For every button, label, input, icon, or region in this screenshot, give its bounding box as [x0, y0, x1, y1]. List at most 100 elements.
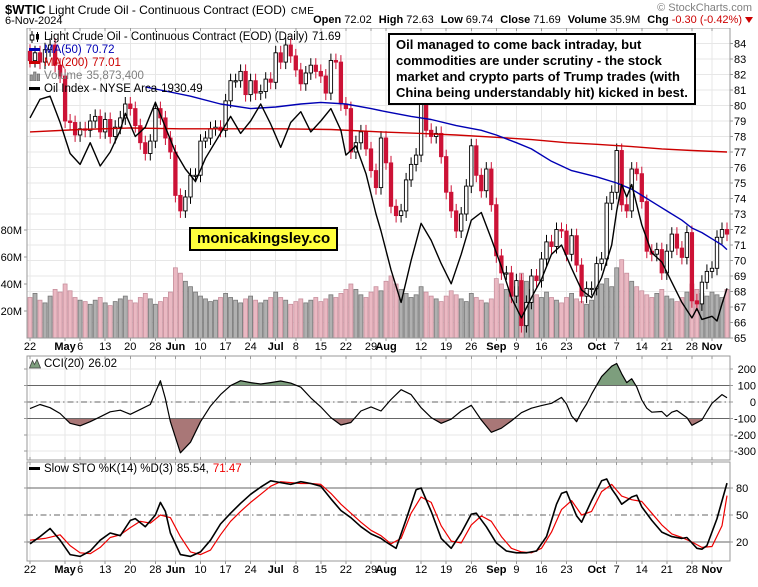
date-axis-label: 19 — [440, 341, 452, 353]
sto-percent-d-line — [29, 481, 728, 556]
legend-row-sto: Slow STO %K(14) %D(3) 85.54, 71.47 — [29, 462, 242, 475]
price-axis-label: 67 — [734, 302, 746, 314]
legend-cci-value: 26.02 — [88, 357, 118, 370]
cci-legend: CCI(20) 26.02 — [29, 357, 117, 370]
date-axis-label: 15 — [315, 564, 327, 576]
candlestick-icon — [29, 30, 42, 43]
date-axis-label: 9 — [513, 564, 519, 576]
price-axis-label: 65 — [734, 333, 746, 345]
date-axis-label: Jun — [166, 341, 186, 353]
legend-row-oil-index: Oil Index - NYSE Arca 1930.49 — [29, 82, 341, 95]
legend-row-ma50: MA(50) 70.72 — [29, 43, 341, 56]
high-label: High — [378, 14, 404, 26]
price-axis-label: 82 — [734, 70, 746, 82]
volume-label: Volume — [567, 14, 607, 26]
volume-axis-label: 20M — [1, 306, 22, 318]
date-axis-label: 24 — [245, 341, 257, 353]
ticker-symbol: $WTIC — [5, 2, 46, 17]
price-axis-label: 80 — [734, 101, 746, 113]
legend-row-volume: Volume 35,873,400 — [29, 69, 341, 82]
low-label: Low — [440, 14, 463, 26]
date-axis-label: 22 — [24, 564, 36, 576]
ma200-line — [29, 127, 728, 153]
oil-index-swatch — [29, 87, 40, 90]
legend-row-ma200: MA(200) 77.01 — [29, 56, 341, 69]
date-axis-label: 29 — [365, 341, 377, 353]
date-axis-label: 14 — [636, 341, 648, 353]
cci-axis-label: 0 — [750, 397, 756, 409]
price-axis-label: 83 — [734, 54, 746, 66]
close-label: Close — [500, 14, 531, 26]
legend-volume-label: Volume — [44, 69, 83, 82]
date-axis-label: 13 — [99, 341, 111, 353]
date-axis-label: Oct — [587, 341, 606, 353]
date-axis-label: Oct — [587, 564, 606, 576]
ohlc-quote-row: Open 72.02 High 72.63 Low 69.74 Close 71.69 … — [313, 14, 753, 26]
cci-axis-label: 100 — [738, 381, 756, 393]
date-axis-label: 22 — [340, 341, 352, 353]
date-axis-label: 12 — [415, 341, 427, 353]
date-axis-label: 29 — [365, 564, 377, 576]
date-axis-label: 23 — [560, 564, 572, 576]
volume-axis-label: 80M — [1, 225, 22, 237]
chart-date: 6-Nov-2024 — [5, 15, 63, 27]
legend-ma200-label: MA(200) — [44, 56, 89, 69]
legend-ma200-value: 77.01 — [92, 56, 121, 69]
volume-bars — [27, 259, 730, 339]
volume-axis-label: 60M — [1, 252, 22, 264]
date-axis-label: 6 — [77, 564, 83, 576]
date-axis-label: 12 — [415, 564, 427, 576]
legend-price-value: 71.69 — [311, 30, 341, 43]
price-axis-label: 70 — [734, 256, 746, 268]
volume-bars-icon — [29, 70, 42, 81]
price-axis-label: 77 — [734, 147, 746, 159]
date-axis-label: Nov — [702, 564, 724, 576]
low-value: 69.74 — [465, 14, 494, 26]
exchange-label: CME — [290, 6, 315, 17]
sto-axis-label: 20 — [736, 537, 748, 549]
high-value: 72.63 — [406, 14, 434, 26]
price-axis-label: 74 — [734, 194, 746, 206]
legend-ma50-value: 70.72 — [85, 43, 115, 56]
open-value: 72.02 — [344, 14, 372, 26]
annotation-line: China being understandably hit) kicked i… — [396, 85, 688, 100]
date-axis-label: 7 — [614, 564, 620, 576]
close-value: 71.69 — [533, 14, 561, 26]
price-axis-label: 75 — [734, 178, 746, 190]
date-axis-label: 6 — [77, 341, 83, 353]
main-chart-legend: Light Crude Oil - Continuous Contract (E… — [29, 30, 341, 95]
date-axis-label: 23 — [560, 341, 572, 353]
legend-price-label: Light Crude Oil - Continuous Contract (E… — [44, 30, 308, 43]
sto-axis-label: 50 — [736, 510, 748, 522]
open-label: Open — [313, 14, 342, 26]
legend-sto-label: Slow STO %K(14) %D(3) — [44, 462, 173, 475]
date-axis-label: May — [54, 341, 76, 353]
date-axis-label: Aug — [375, 341, 396, 353]
price-axis-label: 69 — [734, 271, 746, 283]
legend-oil-index-value: 1930.49 — [161, 82, 203, 95]
price-axis-label: 76 — [734, 163, 746, 175]
legend-ma50-label: MA(50) — [44, 43, 82, 56]
date-axis-label: 17 — [219, 564, 231, 576]
chg-label: Chg — [647, 14, 669, 26]
sto-percent-k-line — [29, 478, 728, 558]
date-axis-label: Jul — [268, 564, 284, 576]
price-axis-label: 68 — [734, 287, 746, 299]
date-axis-label: Aug — [375, 564, 396, 576]
down-triangle-icon — [745, 17, 753, 23]
date-axis-label: 26 — [465, 341, 477, 353]
annotation-line: market and crypto parts of Trump trades … — [396, 69, 680, 84]
sto-d-value: 71.47 — [212, 462, 242, 475]
price-axis-label: 72 — [734, 225, 746, 237]
legend-volume-value: 35,873,400 — [86, 69, 144, 82]
oil-index-line — [29, 95, 728, 322]
date-axis-label: 26 — [465, 564, 477, 576]
date-axis-label: 10 — [194, 341, 206, 353]
date-axis-label: 16 — [535, 341, 547, 353]
date-axis-label: 9 — [513, 341, 519, 353]
cci-axis-label: -100 — [734, 413, 756, 425]
date-axis-label: 24 — [245, 564, 257, 576]
date-axis-label: 8 — [293, 564, 299, 576]
sto-k-value: 85.54, — [176, 462, 209, 475]
